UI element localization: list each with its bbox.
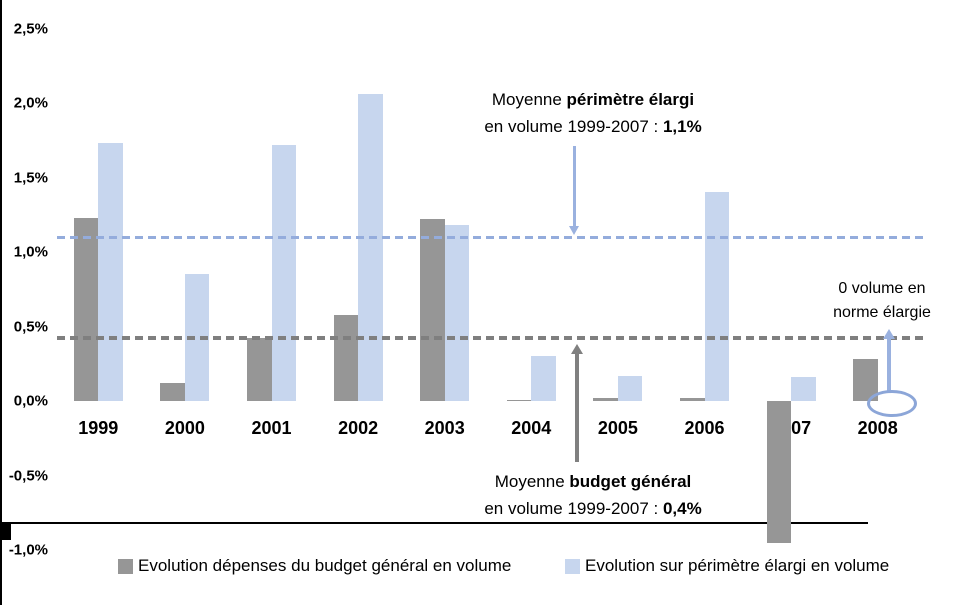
legend-label: Evolution dépenses du budget général en … bbox=[138, 556, 512, 575]
bar-2007-blue bbox=[791, 377, 816, 401]
annotation-line: en volume 1999-2007 : 0,4% bbox=[484, 499, 702, 518]
y-tick-label: -0,5% bbox=[8, 467, 48, 484]
x-tick bbox=[0, 575, 2, 588]
x-tick-label: 1999 bbox=[78, 418, 119, 438]
y-tick-label: 2,5% bbox=[13, 20, 48, 37]
y-tick bbox=[0, 523, 11, 526]
bar-1999-blue bbox=[98, 143, 123, 401]
x-tick bbox=[0, 563, 2, 576]
y-tick-label: 1,0% bbox=[13, 243, 48, 261]
y-tick bbox=[0, 531, 11, 534]
bar-2007-gray bbox=[766, 401, 792, 543]
x-tick-label: 2004 bbox=[511, 418, 552, 438]
bar-2006-gray bbox=[680, 398, 705, 401]
arrow-up-blue-icon bbox=[887, 338, 891, 391]
y-tick-label: 1,5% bbox=[13, 169, 48, 186]
annotation-line: 0 volume en bbox=[838, 280, 926, 297]
zero-ellipse-icon bbox=[867, 390, 917, 417]
y-tick-label: -1,0% bbox=[8, 541, 48, 559]
legend-item-budget-general: Evolution dépenses du budget général en … bbox=[118, 556, 511, 576]
annotation-line: norme élargie bbox=[833, 304, 931, 321]
y-axis-line bbox=[0, 0, 2, 522]
bar-2005-gray bbox=[593, 398, 618, 401]
x-tick-label: 2001 bbox=[251, 418, 292, 438]
bar-2005-blue bbox=[617, 375, 643, 401]
x-tick bbox=[0, 539, 2, 552]
bar-2001-gray bbox=[247, 338, 272, 401]
annotation-line: en volume 1999-2007 : 1,1% bbox=[484, 117, 702, 136]
x-axis-line bbox=[0, 521, 868, 524]
ref-line-perimetre bbox=[57, 236, 926, 239]
y-tick bbox=[0, 525, 11, 528]
x-tick-label: 2003 bbox=[424, 418, 465, 438]
legend-swatch-gray-icon bbox=[118, 558, 133, 574]
annotation-line: Moyenne périmètre élargi bbox=[491, 90, 695, 109]
y-tick bbox=[0, 533, 11, 536]
x-tick-label: 2005 bbox=[597, 418, 638, 438]
x-tick-label: 2008 bbox=[857, 418, 898, 438]
y-tick bbox=[0, 527, 11, 530]
annotation-moyenne-perimetre: Moyenne périmètre élargi en volume 1999-… bbox=[463, 86, 723, 140]
x-tick bbox=[0, 599, 2, 605]
x-tick-label: 2000 bbox=[164, 418, 205, 438]
y-tick-label: 2,0% bbox=[13, 94, 48, 112]
y-tick-label: 0,0% bbox=[13, 392, 48, 410]
legend-swatch-blue-icon bbox=[565, 558, 580, 574]
legend-label: Evolution sur périmètre élargi en volume bbox=[585, 556, 890, 575]
ref-line-budget bbox=[57, 336, 926, 340]
arrow-down-icon bbox=[573, 146, 576, 227]
bar-2001-blue bbox=[271, 144, 296, 401]
arrow-up-icon bbox=[575, 353, 579, 462]
bar-2004-blue bbox=[531, 356, 556, 401]
bar-2006-blue bbox=[704, 192, 729, 401]
annotation-zero-volume: 0 volume en norme élargie bbox=[816, 277, 948, 325]
y-tick bbox=[0, 535, 11, 538]
y-tick-label: 0,5% bbox=[13, 318, 48, 335]
bar-2003-gray bbox=[420, 219, 445, 401]
bar-1999-gray bbox=[73, 217, 99, 401]
arrow-up-blue-head-icon bbox=[883, 329, 895, 339]
y-tick bbox=[0, 537, 11, 540]
bar-2002-blue bbox=[358, 94, 383, 401]
arrow-down-head-icon bbox=[569, 226, 579, 235]
legend-item-perimetre-elargi: Evolution sur périmètre élargi en volume bbox=[565, 556, 889, 576]
bar-2002-gray bbox=[333, 314, 359, 401]
annotation-moyenne-budget: Moyenne budget général en volume 1999-20… bbox=[463, 468, 723, 522]
annotation-line: Moyenne budget général bbox=[494, 472, 692, 491]
arrow-up-head-icon bbox=[571, 344, 583, 354]
bar-2003-blue bbox=[444, 225, 470, 401]
x-tick-label: 2002 bbox=[338, 418, 379, 438]
bar-2000-gray bbox=[160, 383, 185, 401]
bar-2004-gray bbox=[506, 399, 532, 401]
x-tick bbox=[0, 587, 2, 600]
x-tick-label: 2006 bbox=[684, 418, 725, 438]
y-tick bbox=[0, 529, 11, 532]
x-tick bbox=[0, 551, 2, 564]
